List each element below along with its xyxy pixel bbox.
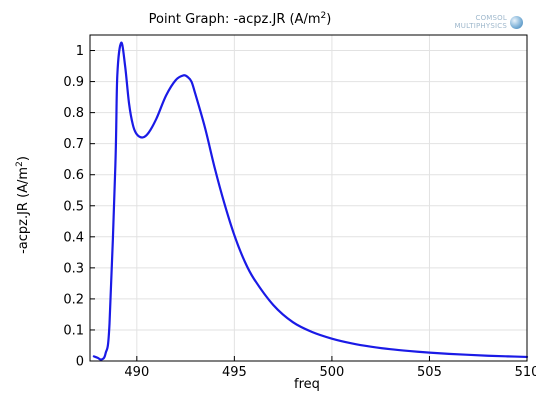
grid-lines xyxy=(90,35,528,362)
y-tick-label: 0.9 xyxy=(63,75,84,90)
y-tick-label: 0.2 xyxy=(63,292,84,307)
comsol-logo: COMSOL MULTIPHYSICS xyxy=(451,12,523,34)
x-tick-label: 505 xyxy=(417,365,442,380)
axes-frame xyxy=(89,34,528,362)
series-line xyxy=(92,41,529,361)
y-tick-label: 1 xyxy=(76,44,84,59)
chart-title: Point Graph: -acpz.JR (A/m2) xyxy=(149,11,332,27)
y-axis-label: -acpz.JR (A/m2) xyxy=(15,156,31,254)
y-tick-label: 0.4 xyxy=(63,230,84,245)
y-tick-label: 0.8 xyxy=(63,106,84,121)
x-tick-label: 510 xyxy=(515,365,536,380)
x-axis-label: freq xyxy=(294,377,320,392)
logo-line-2: MULTIPHYSICS xyxy=(454,22,507,30)
y-tick-label: 0.5 xyxy=(63,199,84,214)
x-tick-label: 500 xyxy=(319,365,344,380)
y-ticks: 0 0.1 0.2 0.3 0.4 0.5 0.6 0.7 0.8 0.9 1 xyxy=(63,44,95,370)
plot-frame xyxy=(89,34,528,362)
logo-line-1: COMSOL xyxy=(475,14,507,22)
x-ticks: 490 495 500 505 510 xyxy=(124,356,536,380)
globe-icon xyxy=(510,16,523,29)
x-tick-label: 495 xyxy=(222,365,247,380)
x-tick-label: 490 xyxy=(124,365,149,380)
y-tick-label: 0.1 xyxy=(63,323,84,338)
series-line-group xyxy=(92,41,529,361)
y-tick-label: 0.6 xyxy=(63,168,84,183)
y-tick-label: 0 xyxy=(76,355,84,370)
y-tick-label: 0.7 xyxy=(63,137,84,152)
y-tick-label: 0.3 xyxy=(63,261,84,276)
